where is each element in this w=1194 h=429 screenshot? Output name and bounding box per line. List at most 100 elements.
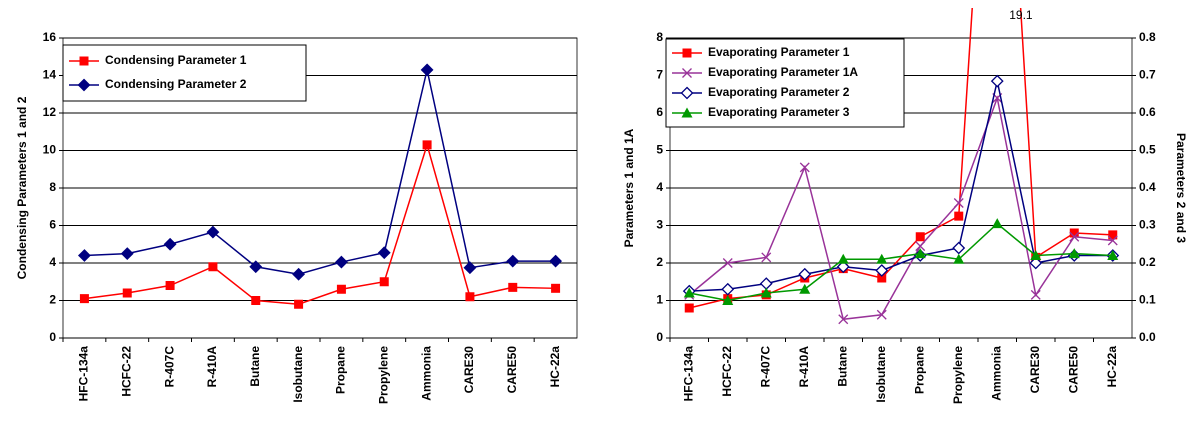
x-tick-label: Isobutane xyxy=(291,346,305,403)
marker xyxy=(721,282,735,296)
marker xyxy=(759,277,773,291)
marker xyxy=(876,253,888,264)
series-line xyxy=(84,69,556,276)
x-tick-label: Ammonia xyxy=(419,346,433,401)
marker xyxy=(1029,256,1043,270)
y-tick-label: 4 xyxy=(656,180,663,194)
x-tick-label: Butane xyxy=(835,346,849,387)
series-line xyxy=(689,222,1113,302)
legend-label: Evaporating Parameter 1 xyxy=(708,45,850,59)
marker xyxy=(1069,228,1079,238)
legend-box xyxy=(665,38,905,128)
marker xyxy=(377,246,391,260)
x-tick-label: HCFC-22 xyxy=(119,346,133,397)
marker xyxy=(876,309,887,320)
marker xyxy=(294,299,304,309)
x-tick-label: HFC-134a xyxy=(77,346,91,402)
x-tick-label: Butane xyxy=(248,346,262,387)
legend-marker xyxy=(77,78,91,92)
marker xyxy=(508,282,518,292)
x-tick-label: CARE50 xyxy=(505,346,519,394)
y-tick-label: 10 xyxy=(43,143,57,157)
y2-tick-label: 0.5 xyxy=(1139,143,1156,157)
y-tick-label: 0 xyxy=(49,330,56,344)
x-tick-label: CARE30 xyxy=(1028,346,1042,394)
marker xyxy=(122,288,132,298)
legend-label: Evaporating Parameter 2 xyxy=(708,85,850,99)
x-tick-label: HC-22a xyxy=(1105,346,1119,388)
y2-tick-label: 0.0 xyxy=(1139,330,1156,344)
legend-marker xyxy=(682,48,692,58)
x-tick-label: Propylene xyxy=(376,346,390,404)
y-tick-label: 8 xyxy=(656,30,663,44)
marker xyxy=(877,273,887,283)
marker xyxy=(798,267,812,281)
series-line xyxy=(689,80,1113,292)
marker xyxy=(163,237,177,251)
marker xyxy=(991,218,1003,229)
marker xyxy=(684,303,694,313)
marker xyxy=(379,277,389,287)
y2-axis-label: Parameters 2 and 3 xyxy=(1174,133,1188,243)
marker xyxy=(799,162,810,173)
x-tick-label: Ammonia xyxy=(989,346,1003,401)
y2-tick-label: 0.2 xyxy=(1139,255,1156,269)
legend-marker xyxy=(79,56,89,66)
marker xyxy=(952,241,966,255)
marker xyxy=(208,262,218,272)
legend-label: Evaporating Parameter 1A xyxy=(708,65,858,79)
marker xyxy=(836,260,850,274)
y-tick-label: 8 xyxy=(49,180,56,194)
y-axis-label: Parameters 1 and 1A xyxy=(622,128,636,247)
series-line xyxy=(688,95,1113,321)
marker xyxy=(915,232,925,242)
marker xyxy=(120,247,134,261)
marker xyxy=(420,63,434,77)
marker xyxy=(334,255,348,269)
legend-box xyxy=(62,44,307,102)
marker xyxy=(1107,235,1118,246)
y2-tick-label: 0.1 xyxy=(1139,293,1156,307)
marker xyxy=(506,254,520,268)
marker xyxy=(165,281,175,290)
y-tick-label: 2 xyxy=(49,293,56,307)
marker xyxy=(1108,230,1118,240)
series-line xyxy=(84,142,556,306)
x-tick-label: Propane xyxy=(334,346,348,394)
marker xyxy=(683,287,695,298)
marker xyxy=(722,258,733,268)
legend-marker xyxy=(681,107,693,118)
marker xyxy=(1069,231,1080,242)
x-tick-label: R-410A xyxy=(205,346,219,388)
marker xyxy=(463,261,477,275)
x-tick-label: CARE50 xyxy=(1066,346,1080,394)
x-tick-label: HCFC-22 xyxy=(720,346,734,397)
marker xyxy=(465,292,475,302)
marker xyxy=(990,74,1004,88)
marker xyxy=(292,267,306,281)
y2-tick-label: 0.8 xyxy=(1139,30,1156,44)
data-label: 19.1 xyxy=(1009,8,1033,22)
marker xyxy=(336,284,346,294)
y-tick-label: 0 xyxy=(656,330,663,344)
y-tick-label: 12 xyxy=(43,105,57,119)
x-tick-label: Propylene xyxy=(951,346,965,404)
y2-tick-label: 0.4 xyxy=(1139,180,1156,194)
legend-label: Evaporating Parameter 3 xyxy=(708,105,850,119)
legend-marker xyxy=(680,86,694,100)
series-line xyxy=(689,8,1113,309)
y2-tick-label: 0.6 xyxy=(1139,105,1156,119)
marker xyxy=(1107,250,1119,260)
marker xyxy=(761,252,772,263)
y2-tick-label: 0.7 xyxy=(1139,68,1156,82)
x-tick-label: Propane xyxy=(912,346,926,394)
y-tick-label: 2 xyxy=(656,255,663,269)
marker xyxy=(799,283,811,294)
y-tick-label: 5 xyxy=(656,143,663,157)
marker xyxy=(206,225,220,239)
y-tick-label: 6 xyxy=(49,218,56,232)
legend-label: Condensing Parameter 2 xyxy=(105,77,247,91)
marker xyxy=(915,241,926,252)
marker xyxy=(1068,248,1080,259)
